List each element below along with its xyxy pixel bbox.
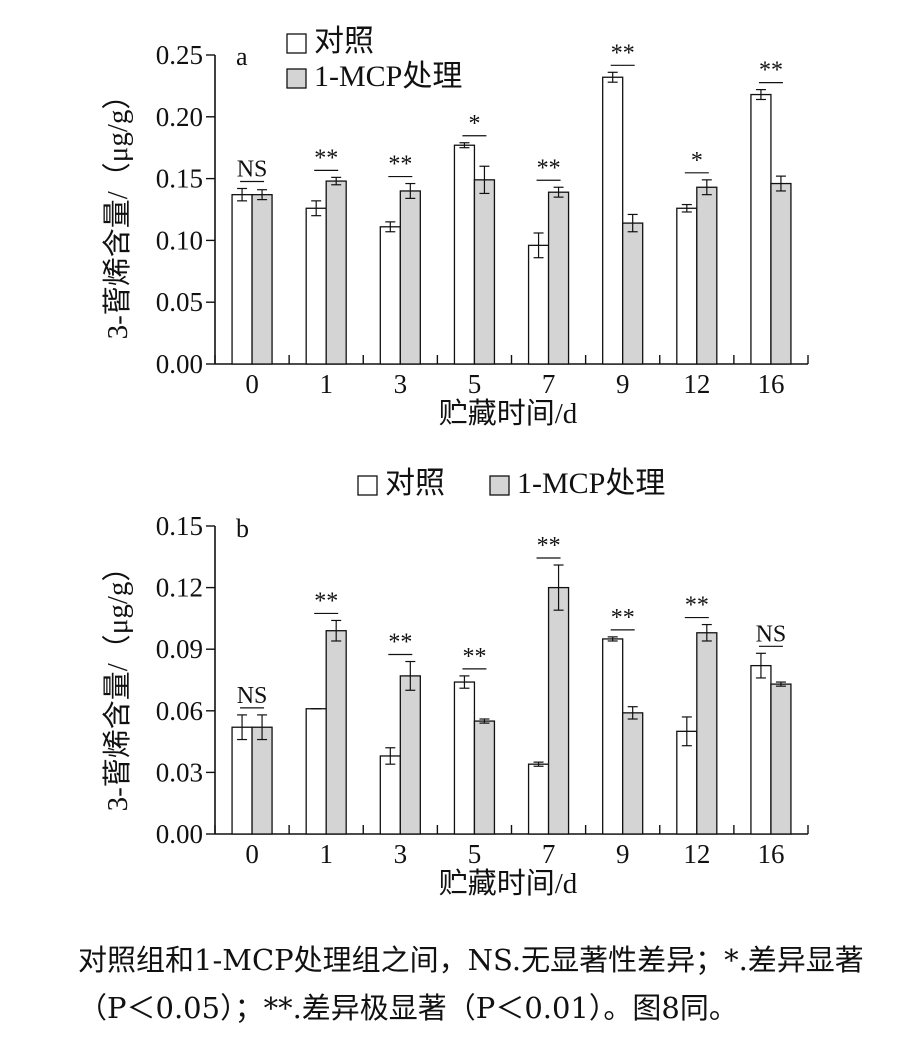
bar (231, 194, 253, 365)
y-tick-label: 0.25 (156, 40, 203, 70)
significance-label: ** (314, 588, 338, 614)
bar (676, 730, 698, 835)
y-tick-label: 0.00 (156, 819, 203, 849)
significance-label: ** (685, 593, 709, 619)
bar (325, 180, 347, 365)
bar (696, 632, 718, 835)
bar (473, 179, 496, 365)
bar (379, 755, 401, 835)
bar (622, 712, 644, 835)
figure-caption: 对照组和1-MCP处理组之间，NS.无显著性差异；*.差异显著（P＜0.05）；… (78, 943, 864, 1025)
bar (473, 720, 496, 835)
x-tick-label: 16 (757, 839, 784, 869)
x-axis-title: 贮藏时间/d (439, 867, 578, 900)
y-axis-title: 3-蒈烯含量/（μg/g） (101, 81, 134, 340)
legend-swatch (286, 68, 307, 89)
y-axis-title: 3-蒈烯含量/（μg/g） (101, 553, 134, 812)
y-tick-label: 0.15 (156, 511, 203, 541)
x-tick-label: 16 (757, 369, 784, 399)
x-tick-label: 7 (542, 369, 556, 399)
y-tick-label: 0.15 (156, 164, 203, 194)
bar (453, 681, 476, 835)
x-tick-label: 9 (616, 839, 630, 869)
x-tick-label: 12 (683, 839, 710, 869)
legend-label: 1-MCP处理 (517, 467, 665, 500)
x-tick-label: 1 (319, 369, 333, 399)
legend-label: 1-MCP处理 (314, 60, 462, 93)
x-tick-label: 3 (394, 369, 408, 399)
y-tick-label: 0.12 (156, 573, 203, 603)
significance-label: * (468, 111, 480, 137)
bar (527, 763, 550, 835)
bar (251, 726, 273, 835)
y-tick-label: 0.10 (156, 225, 203, 255)
bar (622, 222, 644, 365)
x-tick-label: 3 (394, 839, 408, 869)
bar (770, 182, 792, 365)
significance-label: NS (237, 683, 268, 709)
legend-label: 对照 (385, 467, 445, 500)
legend-label: 对照 (314, 25, 374, 58)
legend-swatch (489, 475, 510, 496)
bar (305, 207, 327, 365)
x-tick-label: 0 (245, 369, 259, 399)
bar (770, 683, 792, 835)
y-tick-label: 0.09 (156, 634, 203, 664)
legend-swatch (286, 33, 307, 54)
bar (325, 630, 347, 835)
y-tick-label: 0.00 (156, 349, 203, 379)
significance-label: ** (611, 40, 635, 66)
x-tick-label: 1 (319, 839, 333, 869)
bar (547, 586, 570, 835)
x-tick-label: 9 (616, 369, 630, 399)
x-tick-label: 0 (245, 839, 259, 869)
significance-label: ** (537, 533, 561, 559)
panel-label: a (236, 42, 248, 71)
bar (453, 144, 476, 365)
significance-label: ** (388, 630, 412, 656)
bar (399, 190, 421, 365)
bar (251, 194, 273, 365)
bar (305, 708, 327, 835)
bar (750, 93, 772, 365)
bar (399, 675, 421, 835)
x-tick-label: 12 (683, 369, 710, 399)
bar (676, 207, 698, 365)
bar (750, 664, 772, 835)
bar (527, 244, 550, 365)
significance-label: ** (388, 152, 412, 178)
bar (231, 726, 253, 835)
panel-label: b (236, 514, 249, 543)
y-tick-label: 0.03 (156, 757, 203, 787)
significance-label: * (691, 148, 703, 174)
significance-label: ** (462, 644, 486, 670)
y-tick-label: 0.20 (156, 102, 203, 132)
significance-label: ** (537, 155, 561, 181)
bar (602, 638, 624, 835)
bar (379, 226, 401, 365)
bar (602, 76, 624, 365)
y-tick-label: 0.06 (156, 696, 203, 726)
chart-panel-b: 0.00 0.03 0.06 0.09 0.12 0.15 0 1 3 5 7 9 12 16 NS ** **… (101, 467, 809, 900)
x-tick-label: 5 (468, 839, 482, 869)
x-axis-title: 贮藏时间/d (439, 397, 578, 430)
x-tick-label: 7 (542, 839, 556, 869)
significance-label: NS (756, 621, 787, 647)
legend-swatch (357, 475, 378, 496)
significance-label: ** (611, 605, 635, 631)
x-tick-label: 5 (468, 369, 482, 399)
bar (696, 186, 718, 365)
significance-label: ** (759, 58, 783, 84)
y-tick-label: 0.05 (156, 287, 203, 317)
significance-label: NS (237, 156, 268, 182)
significance-label: ** (314, 145, 338, 171)
bar (547, 191, 570, 365)
